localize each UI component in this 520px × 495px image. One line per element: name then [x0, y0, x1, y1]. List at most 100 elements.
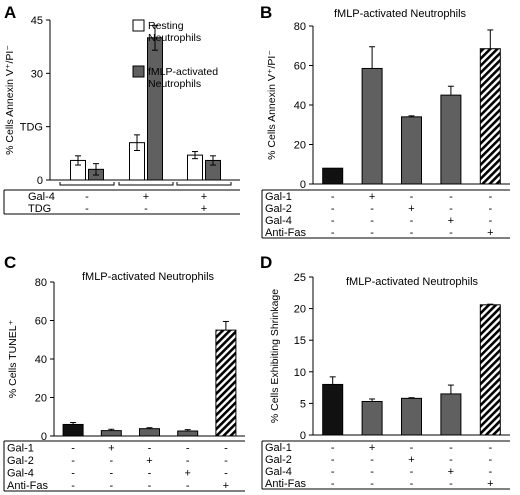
condition-mark: + [408, 203, 414, 215]
condition-mark: - [109, 467, 113, 479]
y-tick-label: 0 [37, 175, 43, 187]
condition-mark: + [487, 227, 493, 239]
condition-mark: - [410, 227, 414, 239]
condition-mark: + [146, 455, 152, 467]
condition-label: Anti-Fas [265, 227, 306, 239]
panel-title: fMLP-activated Neutrophils [346, 276, 479, 288]
y-tick-label: 45 [31, 15, 43, 27]
condition-mark: + [487, 478, 493, 490]
condition-mark: - [488, 215, 492, 227]
bar [440, 393, 462, 436]
condition-label: Gal-4 [265, 466, 292, 478]
condition-mark: - [331, 203, 335, 215]
condition-label: Gal-1 [265, 191, 292, 203]
condition-mark: - [370, 478, 374, 490]
condition-label: Gal-2 [265, 454, 292, 466]
condition-mark: - [488, 454, 492, 466]
panel-letter: B [260, 3, 272, 22]
y-tick-label: 10 [294, 367, 306, 379]
panel-letter: A [4, 3, 16, 22]
y-tick-label: 15 [294, 335, 306, 347]
bar [401, 116, 422, 185]
y-tick-label: 20 [35, 393, 47, 405]
y-tick-label: 60 [35, 316, 47, 328]
bar [147, 37, 163, 181]
condition-mark: + [369, 191, 375, 203]
legend-swatch [132, 65, 145, 78]
condition-mark: - [488, 466, 492, 478]
condition-mark: - [148, 480, 152, 492]
condition-mark: - [370, 203, 374, 215]
condition-mark: - [370, 466, 374, 478]
condition-mark: - [488, 203, 492, 215]
condition-mark: - [148, 467, 152, 479]
y-axis-label: % Cells Annexin V⁺/PI⁻ [4, 45, 16, 155]
y-tick-label: 40 [35, 354, 47, 366]
y-tick-label: 80 [294, 21, 306, 33]
bar [479, 304, 501, 436]
condition-mark: - [331, 454, 335, 466]
bar [215, 329, 237, 437]
condition-mark: - [186, 455, 190, 467]
condition-mark: + [369, 442, 375, 454]
condition-mark: - [370, 227, 374, 239]
condition-mark: - [71, 442, 75, 454]
condition-mark: + [108, 442, 114, 454]
condition-mark: - [410, 466, 414, 478]
bar [440, 94, 462, 185]
y-axis-label: % Cells Annexin V⁺/PI⁻ [266, 50, 278, 160]
condition-mark: + [184, 467, 190, 479]
condition-label: Gal-4 [265, 215, 292, 227]
condition-label: Gal-1 [7, 442, 34, 454]
condition-mark: - [71, 455, 75, 467]
condition-label: Anti-Fas [265, 478, 306, 490]
condition-label: TDG [28, 203, 51, 215]
condition-mark: - [370, 454, 374, 466]
condition-mark: - [331, 442, 335, 454]
bar [479, 48, 501, 185]
panel-letter: D [260, 253, 272, 272]
condition-mark: + [201, 191, 207, 203]
legend-label: Neutrophils [148, 78, 201, 90]
panel-title: fMLP-activated Neutrophils [82, 271, 215, 283]
condition-mark: - [410, 478, 414, 490]
condition-mark: - [488, 442, 492, 454]
condition-mark: - [85, 191, 89, 203]
condition-mark: - [224, 442, 228, 454]
condition-mark: - [331, 227, 335, 239]
condition-mark: + [448, 215, 454, 227]
condition-mark: - [109, 480, 113, 492]
condition-label: Anti-Fas [7, 480, 48, 492]
condition-mark: - [449, 191, 453, 203]
condition-mark: - [71, 467, 75, 479]
condition-label: Gal-1 [265, 442, 292, 454]
condition-mark: + [408, 454, 414, 466]
bar [401, 397, 422, 436]
condition-mark: - [331, 191, 335, 203]
group-bracket [176, 182, 232, 186]
condition-mark: - [109, 455, 113, 467]
y-tick-label: 80 [35, 277, 47, 289]
y-tick-label: TDG [20, 122, 43, 134]
condition-mark: - [449, 478, 453, 490]
condition-mark: - [186, 480, 190, 492]
condition-mark: - [71, 480, 75, 492]
panel-letter: C [4, 253, 16, 272]
y-tick-label: 5 [300, 398, 306, 410]
bar [361, 401, 383, 436]
condition-label: Gal-4 [7, 467, 34, 479]
condition-label: Gal-4 [28, 191, 55, 203]
condition-mark: - [224, 467, 228, 479]
condition-mark: - [370, 215, 374, 227]
condition-label: Gal-2 [7, 455, 34, 467]
group-bracket [59, 182, 115, 186]
y-axis-label: % Cells Exhibiting Shrinkage [269, 289, 281, 423]
condition-mark: - [186, 442, 190, 454]
condition-mark: - [410, 442, 414, 454]
y-tick-label: 60 [294, 61, 306, 73]
condition-mark: + [223, 480, 229, 492]
condition-mark: - [331, 215, 335, 227]
condition-mark: - [85, 203, 89, 215]
